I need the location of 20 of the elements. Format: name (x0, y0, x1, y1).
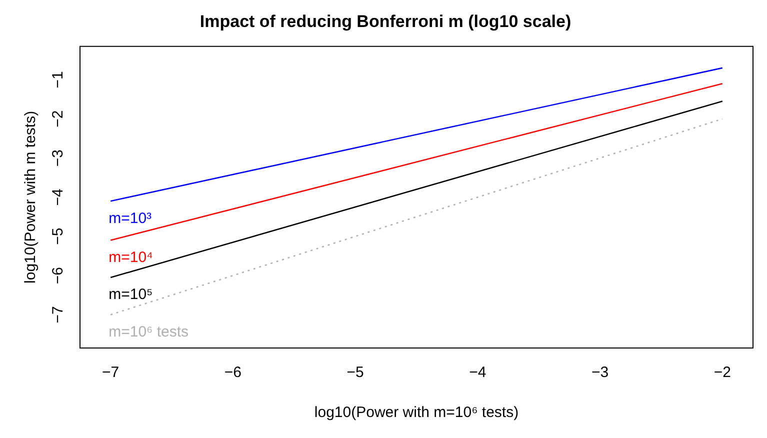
chart-title: Impact of reducing Bonferroni m (log10 scale) (200, 12, 572, 31)
y-axis-title: log10(Power with m tests) (22, 110, 40, 284)
x-tick-label: −5 (346, 364, 364, 382)
y-tick-label: −3 (50, 149, 67, 167)
series-label: m=10⁵ (108, 286, 153, 304)
y-tick-label: −7 (50, 306, 67, 324)
y-tick-label: −2 (50, 110, 67, 128)
series-label: m=10⁶ tests (108, 323, 189, 340)
y-tick-label: −5 (50, 228, 67, 245)
series-label: m=10³ (108, 210, 152, 227)
y-tick-label: −1 (50, 71, 67, 88)
x-tick-label: −4 (469, 364, 486, 382)
x-tick-label: −3 (591, 364, 609, 382)
y-tick-label: −6 (50, 266, 67, 284)
x-tick-label: −2 (714, 364, 731, 382)
x-tick-label: −6 (224, 364, 242, 382)
y-tick-label: −4 (50, 188, 67, 206)
series-label: m=10⁴ (108, 248, 153, 266)
x-axis-title: log10(Power with m=10⁶ tests) (314, 404, 519, 422)
x-tick-label: −7 (102, 364, 120, 382)
